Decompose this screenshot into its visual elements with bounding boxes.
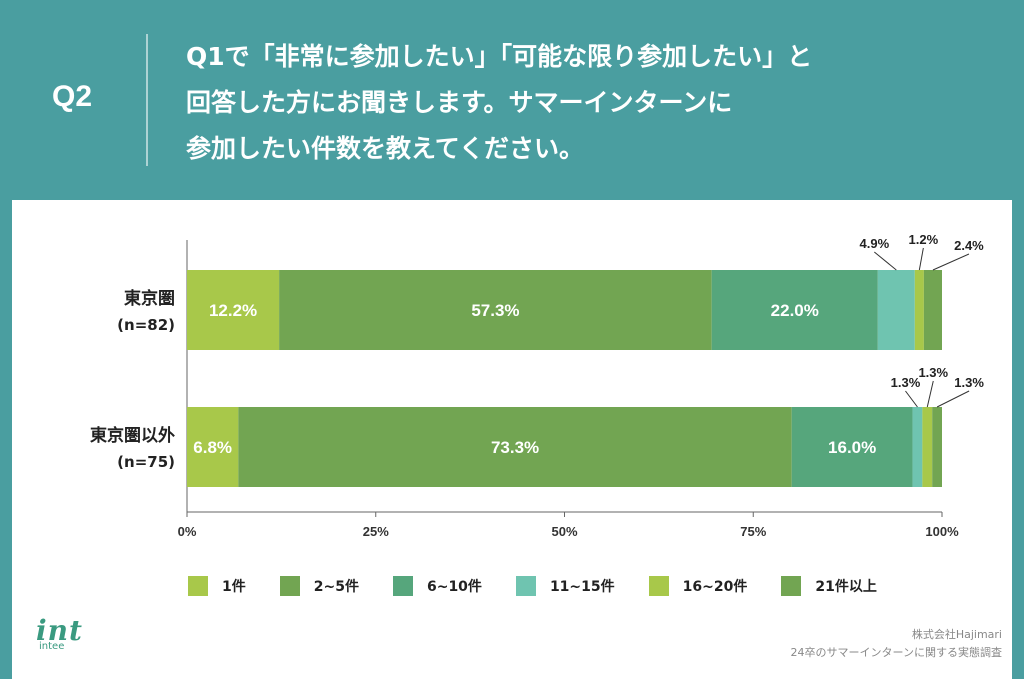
question-line-3: 参加したい件数を教えてください。 [186, 134, 585, 163]
category-label: 東京圏 [124, 288, 175, 309]
data-label: 1.2% [909, 232, 939, 247]
legend-swatch [188, 576, 208, 596]
bar-segment [187, 407, 239, 487]
data-label: 57.3% [471, 301, 519, 320]
bar-segment [912, 407, 923, 487]
data-label-leader [905, 390, 918, 408]
data-label-leader [926, 380, 934, 408]
data-label-leader [936, 390, 970, 408]
data-label-leader [918, 247, 924, 271]
data-label: 6.8% [193, 438, 232, 457]
legend-item: 21件以上 [781, 576, 877, 596]
legend-item: 1件 [188, 576, 246, 596]
question-line-2: 回答した方にお聞きします。サマーインターンに [186, 88, 733, 117]
bar-segment [238, 407, 792, 487]
bar-segment [914, 270, 924, 350]
category-label: 東京圏以外 [90, 425, 175, 446]
question-line-1: Q1で「非常に参加したい」「可能な限り参加したい」と [186, 42, 813, 71]
source-company: 株式会社Hajimari [911, 628, 1002, 641]
header-banner: Q2 Q1で「非常に参加したい」「可能な限り参加したい」と 回答した方にお聞きし… [0, 0, 1024, 200]
legend-swatch [515, 576, 536, 596]
category-sample-size: (n=75) [117, 453, 175, 471]
data-label: 16.0% [828, 438, 876, 457]
data-label: 1.3% [918, 365, 948, 380]
x-tick-label: 100% [925, 524, 959, 539]
legend-swatch [781, 576, 802, 596]
legend-swatch [648, 576, 669, 596]
bar-segment [877, 270, 915, 350]
bar-segment [923, 270, 942, 350]
data-label: 1.3% [891, 375, 921, 390]
legend-label: 11~15件 [549, 579, 615, 595]
legend-label: 16~20件 [682, 579, 748, 595]
legend-swatch [279, 576, 300, 596]
legend-item: 6~10件 [392, 576, 482, 596]
data-label-leader [932, 253, 970, 271]
question-number: Q2 [52, 80, 93, 113]
x-tick-label: 75% [740, 524, 766, 539]
legend-label: 21件以上 [815, 579, 877, 595]
bar-segment [279, 270, 712, 350]
x-tick-label: 0% [178, 524, 197, 539]
chart-panel: 0% 25% 50% 75% 100% 東京圏 (n=82) 東京圏以外 (n=75) 12.2%… [12, 200, 1012, 679]
legend-item: 11~15件 [515, 576, 615, 596]
legend-label: 2~5件 [313, 579, 359, 595]
legend-label: 6~10件 [426, 579, 482, 595]
bar-segment [791, 407, 913, 487]
bar-segment [711, 270, 878, 350]
legend-item: 2~5件 [279, 576, 359, 596]
source-survey: 24卒のサマーインターンに関する実態調査 [790, 646, 1002, 659]
stacked-bar-chart: 0% 25% 50% 75% 100% 東京圏 (n=82) 東京圏以外 (n=75) 12.2%… [90, 232, 984, 539]
x-tick-label: 25% [363, 524, 389, 539]
data-label: 73.3% [491, 438, 539, 457]
intee-logo: int intee [36, 614, 83, 652]
bar-segment [187, 270, 280, 350]
data-label: 4.9% [860, 236, 890, 251]
chart-legend: 1件 2~5件 6~10件 11~15件 16~20件 21件以上 [188, 576, 911, 596]
logo-wordmark: intee [39, 641, 65, 652]
bar-segment [932, 407, 942, 487]
category-sample-size: (n=82) [117, 316, 175, 334]
logo-mark: int [36, 614, 83, 647]
header-divider [146, 34, 148, 166]
x-tick-label: 50% [551, 524, 577, 539]
data-label: 1.3% [954, 375, 984, 390]
bar-segment [922, 407, 933, 487]
legend-label: 1件 [222, 579, 246, 595]
data-label-leader [874, 251, 897, 271]
data-label: 2.4% [954, 238, 984, 253]
question-text: Q1で「非常に参加したい」「可能な限り参加したい」と 回答した方にお聞きします。… [186, 34, 986, 172]
data-label: 22.0% [771, 301, 819, 320]
legend-swatch [392, 576, 413, 596]
data-label: 12.2% [209, 301, 257, 320]
legend-item: 16~20件 [648, 576, 748, 596]
source-note: 株式会社Hajimari 24卒のサマーインターンに関する実態調査 [791, 626, 1002, 662]
